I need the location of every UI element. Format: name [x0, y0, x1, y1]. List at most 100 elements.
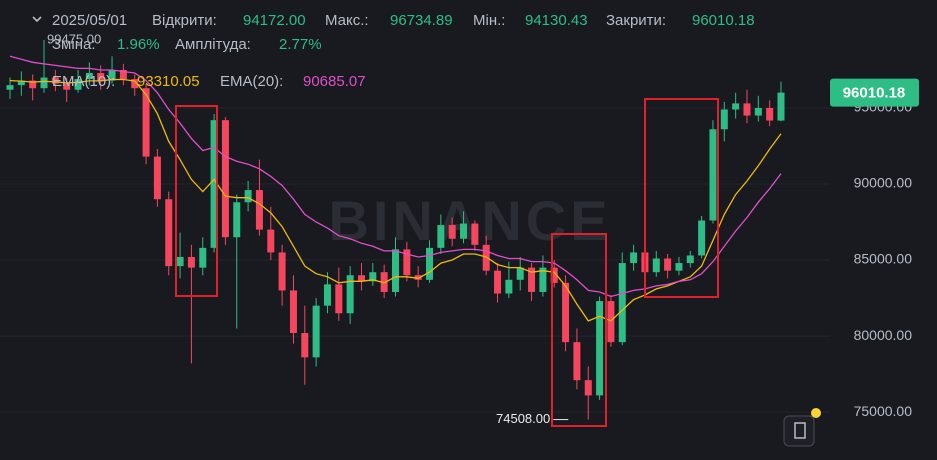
- ema10-value: 93310.05: [137, 73, 200, 90]
- candle-body: [278, 252, 286, 291]
- candle-body: [426, 247, 434, 280]
- candle-body: [607, 301, 615, 343]
- y-tick-label: 90000.00: [854, 175, 913, 191]
- candle-body: [323, 284, 331, 306]
- amplitude-value: 2.77%: [279, 36, 322, 53]
- low-value: 94130.43: [525, 12, 588, 29]
- ema-line: [9, 55, 782, 298]
- candle-body: [119, 69, 127, 80]
- candle-body: [494, 270, 502, 294]
- candle-body: [596, 301, 604, 396]
- candle-body: [720, 109, 728, 130]
- candle-body: [414, 275, 422, 280]
- candle-body: [539, 267, 547, 292]
- last-price-label: 96010.18: [843, 85, 906, 102]
- y-tick-label: 80000.00: [854, 327, 913, 343]
- candle-body: [97, 72, 105, 81]
- toolbar-icon[interactable]: [783, 408, 821, 447]
- candle-body: [6, 85, 14, 90]
- candle-body: [17, 80, 25, 86]
- candle-body: [505, 279, 513, 294]
- highlight-box: [551, 233, 607, 427]
- candle-body: [244, 190, 252, 203]
- candle-body: [652, 258, 660, 273]
- candle-body: [675, 263, 683, 271]
- candle-body: [335, 284, 343, 314]
- ema20-value: 90685.07: [303, 73, 366, 90]
- ema10-label: EMA(10):: [52, 73, 115, 90]
- candle-body: [584, 380, 592, 396]
- icon-button[interactable]: [783, 415, 815, 447]
- high-marker: 99475.00: [47, 31, 101, 46]
- candle-body: [85, 72, 93, 80]
- candle-body: [777, 92, 785, 121]
- candle-body: [210, 120, 218, 248]
- candle-body: [346, 275, 354, 314]
- change-value: 1.96%: [117, 36, 160, 53]
- candle-body: [199, 247, 207, 268]
- candle-body: [754, 107, 762, 116]
- candle-body: [709, 129, 717, 221]
- candle-body: [698, 220, 706, 256]
- close-value: 96010.18: [692, 12, 755, 29]
- open-label: Відкрити:: [152, 12, 217, 29]
- candle-body: [187, 256, 195, 268]
- candle-body: [686, 255, 694, 264]
- y-axis: 75000.0080000.0085000.0090000.0095000.00…: [830, 78, 919, 419]
- low-label: Мін.:: [473, 12, 505, 29]
- candle-body: [301, 333, 309, 358]
- candle-body: [516, 267, 524, 280]
- highlight-boxes: [175, 98, 719, 427]
- candle-body: [74, 79, 82, 90]
- candle-body: [766, 107, 774, 121]
- ema20-label: EMA(20):: [220, 73, 283, 90]
- candle-body: [312, 305, 320, 358]
- candle-body: [471, 223, 479, 245]
- candle-body: [392, 249, 399, 292]
- candle-body: [165, 199, 173, 267]
- y-tick-label: 75000.00: [854, 403, 913, 419]
- icon-glyph: [794, 422, 806, 439]
- candle-body: [40, 77, 48, 89]
- candle-body: [528, 267, 536, 292]
- candle-body: [51, 77, 59, 84]
- candle-body: [743, 103, 751, 116]
- candle-body: [153, 156, 161, 200]
- candle-body: [448, 225, 456, 239]
- candle-body: [618, 263, 626, 343]
- candle-body: [233, 202, 241, 238]
- candle-body: [664, 258, 672, 271]
- candle-body: [573, 342, 581, 381]
- date: 2025/05/01: [52, 12, 127, 29]
- plot-area: 99475.00 74508.00: [6, 31, 785, 426]
- collapse-icon[interactable]: [32, 16, 42, 23]
- candle-body: [357, 275, 365, 282]
- candle-body: [142, 88, 150, 157]
- candle-body: [630, 252, 638, 264]
- high-value: 96734.89: [390, 12, 453, 29]
- low-marker: 74508.00: [496, 411, 550, 426]
- highlight-box: [644, 98, 719, 298]
- candle-body: [550, 267, 558, 283]
- watermark: BINANCE: [328, 189, 611, 252]
- last-price-badge: [830, 78, 919, 107]
- open-value: 94172.00: [243, 12, 306, 29]
- candle-body: [732, 103, 740, 110]
- candle-body: [289, 290, 297, 334]
- amplitude-label: Амплітуда:: [175, 36, 251, 53]
- y-tick-label: 85000.00: [854, 251, 913, 267]
- header: 2025/05/01 Відкрити: 94172.00 Макс.: 967…: [32, 12, 755, 90]
- candle-body: [369, 272, 377, 282]
- notification-dot: [811, 408, 821, 418]
- candle-body: [267, 229, 275, 253]
- candle-body: [255, 190, 263, 230]
- candle-body: [460, 223, 468, 239]
- highlight-box: [175, 105, 218, 297]
- candle-body: [380, 272, 388, 292]
- candle-body: [562, 282, 570, 343]
- candle-body: [108, 69, 116, 81]
- candle-body: [437, 225, 445, 248]
- change-label: Зміна:: [52, 36, 96, 53]
